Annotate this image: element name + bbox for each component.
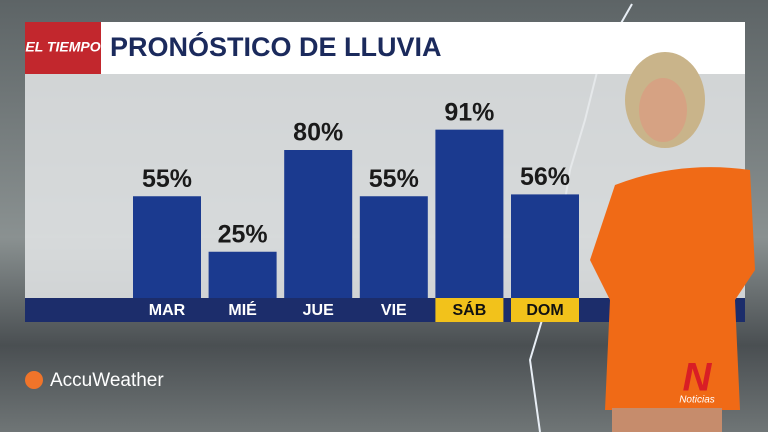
x-tick-label: JUE (303, 302, 334, 319)
value-label: 55% (142, 165, 192, 193)
logo-box (25, 22, 101, 74)
x-tick-label: DOM (526, 302, 563, 319)
x-tick-label: MAR (149, 302, 186, 319)
provider-logo: AccuWeather (50, 370, 164, 391)
category-highlight (511, 298, 579, 322)
network-sub: Noticias (679, 395, 715, 406)
value-label: 91% (444, 98, 494, 126)
logo: EL TIEMPO (25, 39, 100, 55)
value-label: 55% (369, 165, 419, 193)
bars: 55% MAR 25% MIÉ 80% JUE 55% VIE 91% SÁB 56% DOM (133, 98, 579, 322)
title-bar (25, 22, 745, 74)
bar (511, 194, 579, 298)
presenter-dress (590, 167, 755, 410)
presenter (590, 52, 755, 432)
x-tick-label: SÁB (453, 300, 487, 319)
bar (208, 251, 277, 298)
x-tick-label: MIÉ (228, 300, 257, 319)
x-tick-label: VIE (381, 302, 407, 319)
value-label: 56% (520, 163, 570, 191)
network-logo: N (683, 356, 713, 400)
chart-title: PRONÓSTICO DE LLUVIA (110, 31, 442, 62)
presenter-face (639, 78, 687, 142)
accuweather-icon (25, 371, 43, 389)
bar (133, 196, 201, 298)
category-highlight (435, 298, 504, 322)
value-label: 80% (293, 119, 343, 147)
value-label: 25% (218, 220, 268, 248)
presenter-legs (612, 408, 722, 432)
bar (359, 196, 428, 298)
bar (284, 150, 353, 298)
bar (435, 129, 504, 298)
